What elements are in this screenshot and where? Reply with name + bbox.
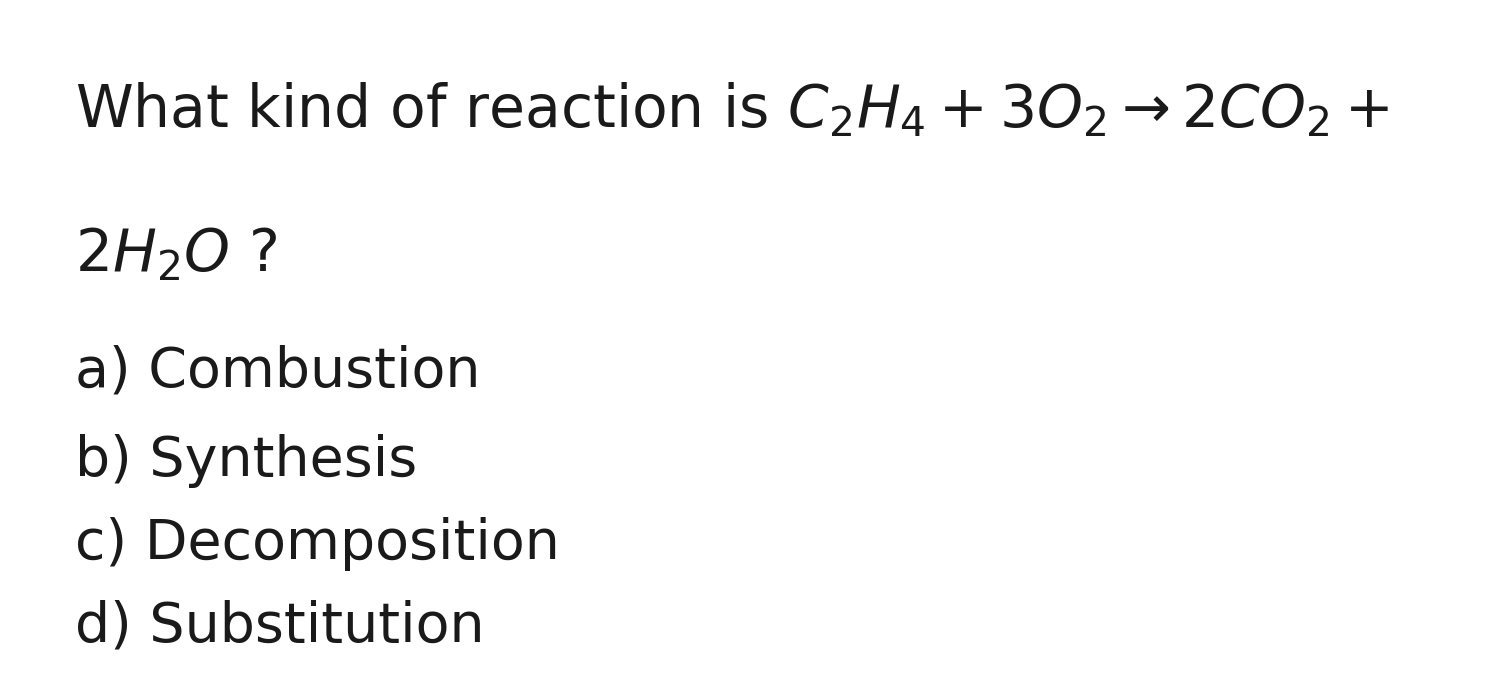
- Text: d) Substitution: d) Substitution: [75, 599, 485, 653]
- Text: c) Decomposition: c) Decomposition: [75, 517, 560, 570]
- Text: b) Synthesis: b) Synthesis: [75, 434, 417, 488]
- Text: a) Combustion: a) Combustion: [75, 345, 480, 398]
- Text: $2\mathit{H}_2\mathit{O}$ ?: $2\mathit{H}_2\mathit{O}$ ?: [75, 226, 278, 283]
- Text: What kind of reaction is $\mathit{C}_2\mathit{H}_4 + 3\mathit{O}_2 \rightarrow 2: What kind of reaction is $\mathit{C}_2\m…: [75, 80, 1389, 140]
